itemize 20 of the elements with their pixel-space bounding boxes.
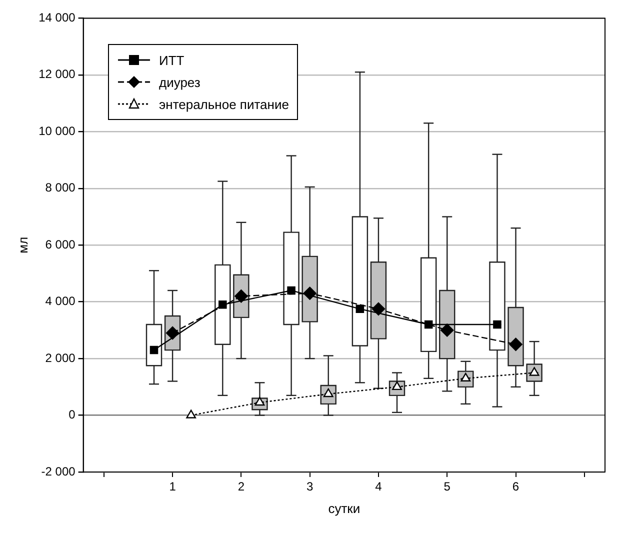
y-tick-label: 14 000 bbox=[38, 10, 76, 25]
y-tick-label: 6 000 bbox=[45, 237, 76, 252]
legend-label: диурез bbox=[159, 74, 200, 90]
x-tick-label: 5 bbox=[444, 480, 451, 494]
legend-label: энтеральное питание bbox=[159, 96, 289, 112]
x-tick-label: 3 bbox=[306, 480, 314, 494]
y-tick-label: 8 000 bbox=[45, 180, 76, 195]
x-tick-label: 6 bbox=[512, 480, 520, 494]
y-tick-label: 10 000 bbox=[38, 124, 76, 138]
y-tick-label: 12 000 bbox=[38, 67, 76, 82]
y-tick-label: -2 000 bbox=[41, 464, 76, 478]
y-tick-label: 4 000 bbox=[45, 294, 76, 308]
x-tick-label: 4 bbox=[375, 480, 382, 494]
legend-label: ИТТ bbox=[159, 52, 184, 68]
y-tick-label: 2 000 bbox=[45, 350, 76, 365]
y-axis-title: мл bbox=[15, 236, 30, 254]
x-tick-label: 2 bbox=[238, 480, 245, 494]
x-tick-label: 1 bbox=[169, 480, 176, 494]
x-axis-title: сутки bbox=[328, 500, 360, 516]
y-tick-label: 0 bbox=[68, 408, 76, 422]
